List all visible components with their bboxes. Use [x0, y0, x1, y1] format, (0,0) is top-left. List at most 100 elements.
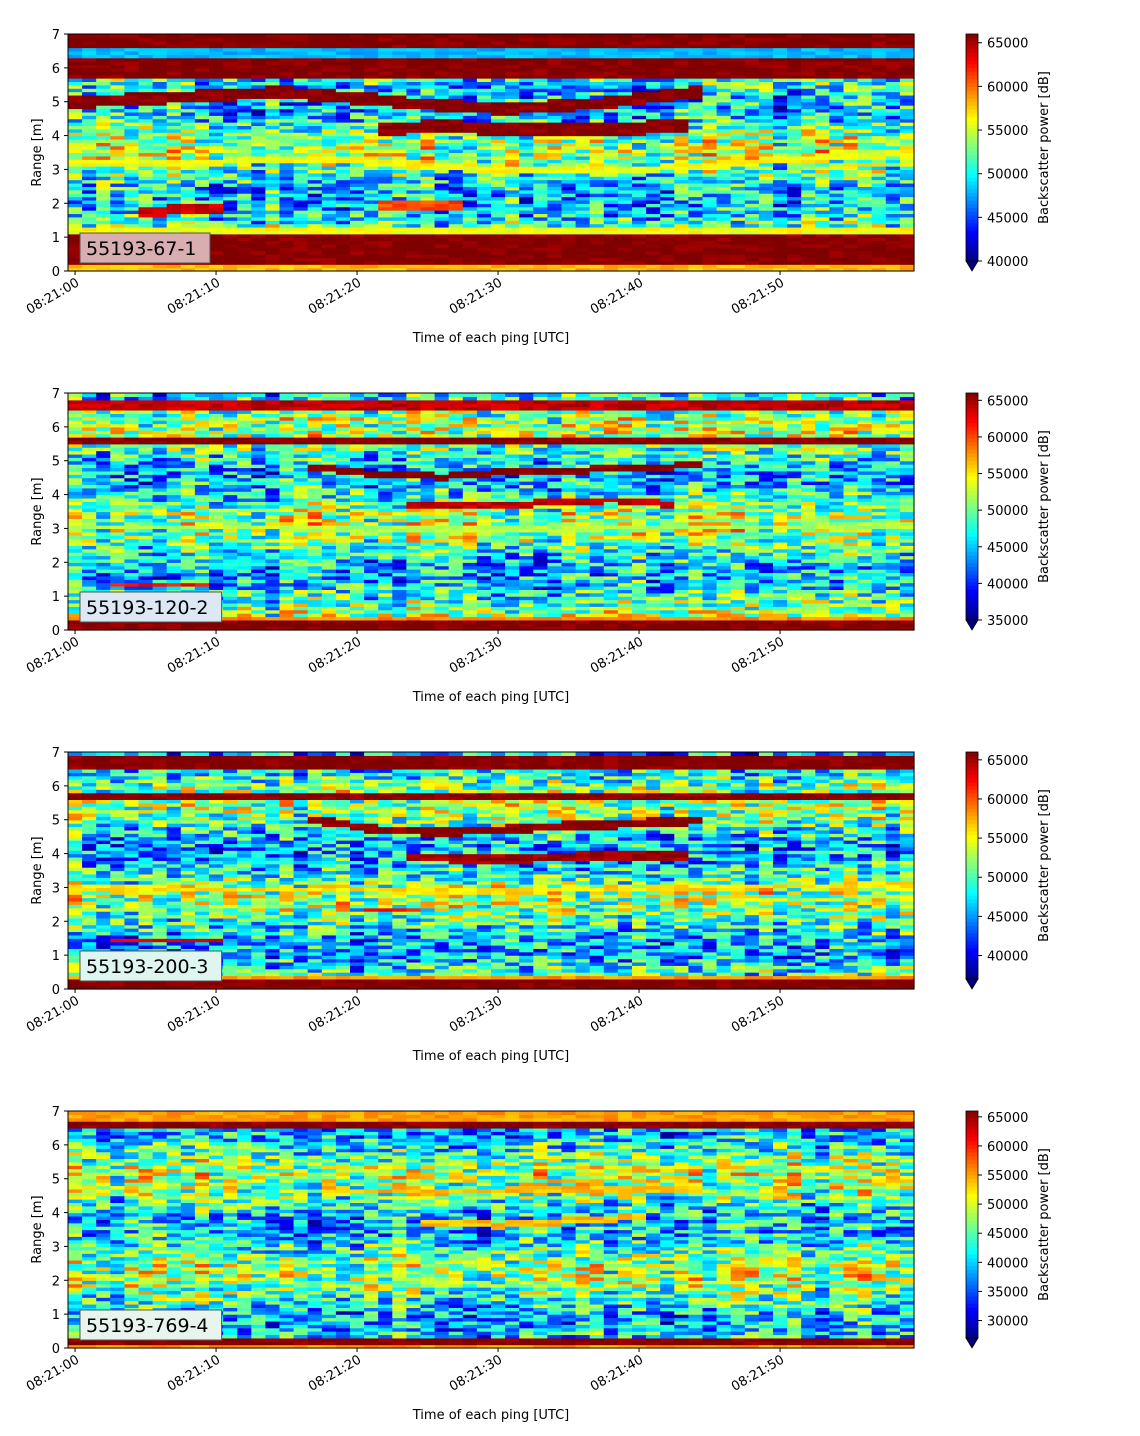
heatmap-cell	[350, 199, 365, 204]
heatmap-cell	[462, 182, 478, 187]
heatmap-cell	[617, 118, 633, 123]
heatmap-cell	[378, 240, 393, 245]
heatmap-cell	[462, 149, 478, 154]
heatmap-cell	[476, 71, 492, 76]
heatmap-cell	[547, 206, 563, 211]
heatmap-cell	[589, 57, 605, 62]
heatmap-cell	[166, 393, 182, 397]
heatmap-cell	[632, 166, 647, 171]
heatmap-cell	[561, 186, 577, 191]
colorbar-tick-label: 65000	[987, 37, 1028, 52]
heatmap-cell	[420, 34, 436, 38]
heatmap-cell	[491, 122, 506, 127]
heatmap-cell	[335, 67, 351, 72]
heatmap-cell	[575, 34, 591, 38]
heatmap-cell	[364, 71, 379, 76]
heatmap-cell	[166, 193, 182, 198]
heatmap-cell	[406, 118, 422, 123]
heatmap-cell	[476, 47, 492, 52]
heatmap-cell	[406, 223, 422, 228]
heatmap-cell	[96, 108, 111, 113]
colorbar-step	[966, 79, 978, 84]
colorbar-tick-label: 55000	[987, 124, 1028, 139]
heatmap-cell	[124, 267, 140, 272]
heatmap-cell	[68, 237, 83, 242]
heatmap-cell	[519, 213, 534, 218]
heatmap-cell	[124, 186, 140, 191]
heatmap-cell	[420, 98, 436, 103]
heatmap-cell	[265, 122, 281, 127]
heatmap-cell	[434, 213, 450, 218]
heatmap-cell	[335, 40, 351, 45]
heatmap-cell	[68, 128, 83, 133]
heatmap-cell	[96, 267, 111, 272]
heatmap-cell	[96, 203, 111, 208]
heatmap-cell	[476, 226, 492, 231]
heatmap-cell	[533, 206, 548, 211]
heatmap-cell	[462, 237, 478, 242]
heatmap-cell	[96, 115, 111, 120]
heatmap-cell	[491, 91, 506, 96]
heatmap-cell	[533, 142, 548, 147]
heatmap-cell	[335, 118, 351, 123]
heatmap-cell	[350, 118, 365, 123]
heatmap-cell	[406, 237, 422, 242]
heatmap-cell	[68, 138, 83, 143]
heatmap-cell	[378, 216, 393, 221]
heatmap-cell	[293, 142, 309, 147]
heatmap-cell	[476, 34, 492, 38]
heatmap-cell	[307, 71, 323, 76]
heatmap-cell	[462, 216, 478, 221]
heatmap-cell	[575, 199, 591, 204]
heatmap-cell	[448, 47, 464, 52]
heatmap-cell	[533, 67, 548, 72]
heatmap-cell	[589, 78, 605, 82]
heatmap-cell	[321, 179, 337, 184]
heatmap-cell	[561, 210, 577, 215]
heatmap-cell	[378, 78, 393, 82]
heatmap-cell	[209, 264, 224, 269]
heatmap-cell	[138, 54, 154, 59]
heatmap-cell	[660, 247, 675, 252]
heatmap-cell	[194, 216, 210, 221]
heatmap-cell	[505, 176, 520, 181]
heatmap-cell	[251, 34, 266, 38]
heatmap-cell	[251, 199, 266, 204]
heatmap-cell	[575, 88, 591, 93]
heatmap-cell	[364, 125, 379, 130]
heatmap-cell	[223, 115, 238, 120]
heatmap-cell	[124, 108, 140, 113]
heatmap-cell	[392, 196, 407, 201]
heatmap-cell	[279, 91, 295, 96]
heatmap-cell	[420, 155, 436, 160]
heatmap-cell	[491, 247, 506, 252]
heatmap-cell	[209, 50, 224, 55]
heatmap-cell	[603, 206, 619, 211]
heatmap-cell	[561, 216, 577, 221]
heatmap-cell	[307, 166, 323, 171]
heatmap-cell	[519, 159, 534, 164]
heatmap-cell	[547, 243, 563, 248]
heatmap-cell	[589, 125, 605, 130]
heatmap-cell	[392, 142, 407, 147]
heatmap-cell	[406, 203, 422, 208]
heatmap-cell	[194, 81, 210, 86]
colorbar-step	[966, 132, 978, 137]
heatmap-cell	[265, 94, 281, 99]
heatmap-cell	[307, 115, 323, 120]
heatmap-cell	[561, 213, 577, 218]
heatmap-cell	[223, 216, 238, 221]
heatmap-cell	[96, 213, 111, 218]
heatmap-cell	[194, 44, 210, 49]
heatmap-cell	[223, 176, 238, 181]
heatmap-cell	[279, 179, 295, 184]
heatmap-cell	[462, 152, 478, 157]
heatmap-cell	[180, 223, 196, 228]
heatmap-cell	[335, 237, 351, 242]
heatmap-cell	[68, 226, 83, 231]
heatmap-cell	[632, 37, 647, 42]
heatmap-cell	[406, 220, 422, 225]
heatmap-cell	[660, 203, 675, 208]
heatmap-cell	[335, 233, 351, 238]
heatmap-cell	[265, 264, 281, 269]
